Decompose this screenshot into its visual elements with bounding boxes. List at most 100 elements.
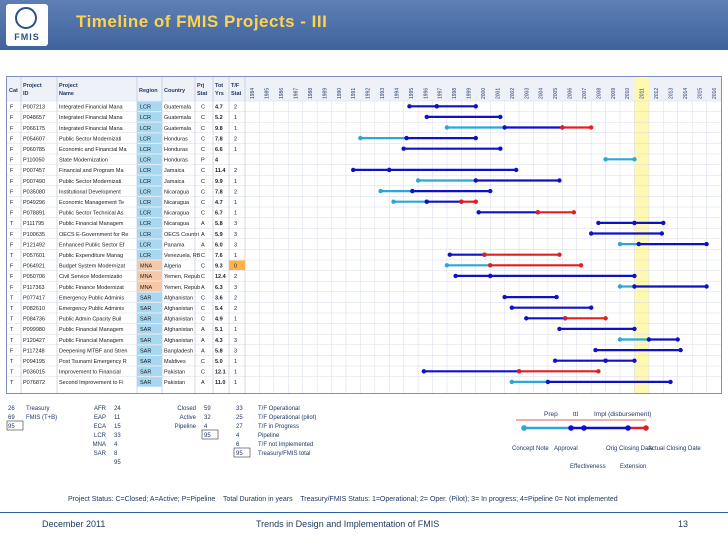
milestone-point [434,104,440,109]
cell-country: OECS Countri [164,232,199,238]
cell-country: Guatemala [164,105,192,111]
milestone-point [668,379,673,385]
year-header-1995: 1995 [409,88,415,99]
tf-count: 33 [236,406,243,412]
milestone-point [646,337,652,342]
cell-tot-yrs: 6.0 [215,242,223,248]
milestone-point [358,135,363,141]
milestone-point [560,125,565,130]
cell-region: LCR [140,126,151,132]
cell-region: LCR [140,189,151,195]
milestone-point [424,114,429,120]
cell-tot-yrs: 4 [215,158,219,164]
year-header-2008: 2008 [596,88,602,99]
col-header-prj: Prj [197,83,205,89]
region-cell-bg [137,260,162,271]
cell-project-id: P084736 [23,317,45,323]
cell-tf-stat: 1 [234,126,237,132]
cell-tf-stat: 2 [234,136,237,142]
cell-project-id: P007490 [23,179,45,185]
cell-project-id: P049296 [23,200,45,206]
legend-milestone [625,425,631,431]
cell-cat: F [10,348,14,354]
region-name: SAR [94,451,107,457]
cell-cat: T [10,338,14,344]
cell-tot-yrs: 7.8 [215,136,223,142]
region-count: 95 [114,460,121,466]
cell-tf-stat: 1 [234,327,237,333]
region-cell-bg [137,281,162,292]
region-count: 15 [114,424,121,430]
cell-country: Bangladesh [164,348,193,354]
cell-cat: T [10,306,14,312]
milestone-point [632,326,637,332]
milestone-point [459,199,464,204]
cell-prj-stat: C [201,295,205,301]
legend-actual-closing: Actual Closing Date [648,446,701,452]
year-header-1985: 1985 [265,88,271,99]
year-header-2010: 2010 [625,88,631,99]
year-header-1996: 1996 [423,88,429,99]
tf-label: Treasury/FMIS total [258,451,310,457]
milestone-point [453,273,458,279]
cell-tf-stat: 2 [234,189,237,195]
cell-tf-stat: 2 [234,306,237,312]
milestone-point [557,252,562,257]
tf-count: 6 [236,442,240,448]
cell-region: LCR [140,136,151,142]
cell-prj-stat: C [201,264,205,270]
cell-cat: F [10,115,14,121]
cell-project-id: P120427 [23,338,45,344]
region-cell-bg [137,292,162,302]
year-header-2002: 2002 [510,88,516,99]
col-header-yrs: Yrs [215,91,224,97]
col-header-tf: T/F [231,83,240,89]
milestone-point [401,146,406,151]
milestone-point [488,273,493,279]
year-header-1992: 1992 [366,88,372,99]
cell-prj-stat: C [201,189,205,195]
year-header-2005: 2005 [553,88,559,99]
project-status-key: Project Status: C=Closed; A=Active; P=Pi… [68,496,216,503]
region-cell-bg [137,271,162,281]
cell-prj-stat: C [201,211,205,217]
status-name: Closed [177,406,196,412]
year-header-2004: 2004 [539,88,545,99]
milestone-point [488,263,493,268]
milestone-point [473,135,478,141]
milestone-point [424,199,429,204]
year-header-2011: 2011 [640,88,646,99]
milestone-point [704,241,709,247]
milestone-point [473,199,478,204]
region-name: AFR [94,406,107,412]
tf-label: T/F Operational (pilot) [258,415,316,421]
region-cell-bg [137,196,162,207]
cell-project-name: Economic and Financial Ma [59,147,128,153]
cell-project-id: P066175 [23,126,45,132]
status-count: 4 [204,424,208,430]
cell-tot-yrs: 5.8 [215,348,223,354]
milestone-point [447,252,453,257]
cell-tot-yrs: 5.2 [215,115,223,121]
cell-prj-stat: A [201,338,205,344]
cell-tf-stat: 3 [234,338,237,344]
cell-tf-stat: 1 [234,317,237,323]
cell-country: Maldives [164,359,186,365]
cell-tot-yrs: 5.4 [215,306,224,312]
cell-country: Nicaragua [164,189,190,195]
cell-cat: T [10,370,14,376]
cell-project-id: P054607 [23,136,45,142]
region-name: MNA [93,442,106,448]
region-cell-bg [137,249,162,260]
cell-country: Jamaica [164,179,185,185]
cell-tot-yrs: 7.6 [215,253,223,259]
milestone-point [617,284,623,289]
cell-tf-stat: 1 [234,380,237,386]
year-header-2015: 2015 [697,88,703,99]
cell-tf-stat: 2 [234,274,237,280]
milestone-point [588,305,594,310]
milestone-point [632,273,637,279]
cell-tf-stat: 2 [234,105,237,111]
cell-tf-stat: 1 [234,359,237,365]
milestone-point [659,231,665,236]
